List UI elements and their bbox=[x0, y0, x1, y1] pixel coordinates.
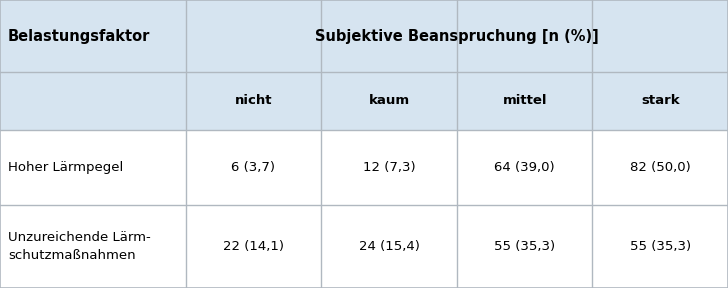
Bar bbox=[593, 0, 728, 72]
Bar bbox=[321, 130, 457, 205]
Bar bbox=[186, 0, 321, 72]
Bar bbox=[457, 205, 593, 288]
Text: Subjektive Beanspruchung [n (%)]: Subjektive Beanspruchung [n (%)] bbox=[315, 29, 598, 43]
Bar bbox=[0, 130, 186, 205]
Bar bbox=[186, 72, 321, 130]
Bar bbox=[457, 205, 593, 288]
Text: 22 (14,1): 22 (14,1) bbox=[223, 240, 284, 253]
Text: stark: stark bbox=[641, 94, 679, 107]
Bar bbox=[186, 205, 321, 288]
Bar bbox=[593, 205, 728, 288]
Bar bbox=[0, 72, 186, 130]
Text: 55 (35,3): 55 (35,3) bbox=[630, 240, 691, 253]
Bar bbox=[321, 130, 457, 266]
Bar bbox=[593, 72, 728, 130]
Bar bbox=[0, 130, 186, 288]
Text: Unzureichende Lärm-
schutzmaßnahmen: Unzureichende Lärm- schutzmaßnahmen bbox=[8, 231, 151, 262]
Bar bbox=[593, 205, 728, 288]
Bar bbox=[321, 205, 457, 288]
Text: 55 (35,3): 55 (35,3) bbox=[494, 240, 555, 253]
Bar bbox=[186, 130, 321, 205]
Text: kaum: kaum bbox=[368, 94, 410, 107]
Text: 24 (15,4): 24 (15,4) bbox=[359, 240, 419, 253]
Bar bbox=[186, 130, 321, 266]
Bar bbox=[0, 205, 186, 288]
Bar bbox=[593, 130, 728, 266]
Text: 82 (50,0): 82 (50,0) bbox=[630, 161, 691, 174]
Bar bbox=[321, 205, 457, 288]
Text: mittel: mittel bbox=[502, 94, 547, 107]
Bar bbox=[186, 205, 321, 288]
Text: 64 (39,0): 64 (39,0) bbox=[494, 161, 555, 174]
Text: nicht: nicht bbox=[234, 94, 272, 107]
Bar bbox=[457, 130, 593, 205]
Bar bbox=[321, 72, 457, 130]
Text: 6 (3,7): 6 (3,7) bbox=[232, 161, 275, 174]
Text: 12 (7,3): 12 (7,3) bbox=[363, 161, 416, 174]
Bar bbox=[321, 0, 457, 72]
Bar bbox=[0, 0, 186, 72]
Bar bbox=[593, 130, 728, 205]
Bar bbox=[0, 205, 186, 288]
Bar bbox=[457, 130, 593, 266]
Bar bbox=[457, 0, 593, 72]
Text: Hoher Lärmpegel: Hoher Lärmpegel bbox=[8, 161, 123, 174]
Text: Belastungsfaktor: Belastungsfaktor bbox=[8, 29, 151, 43]
Bar bbox=[457, 72, 593, 130]
